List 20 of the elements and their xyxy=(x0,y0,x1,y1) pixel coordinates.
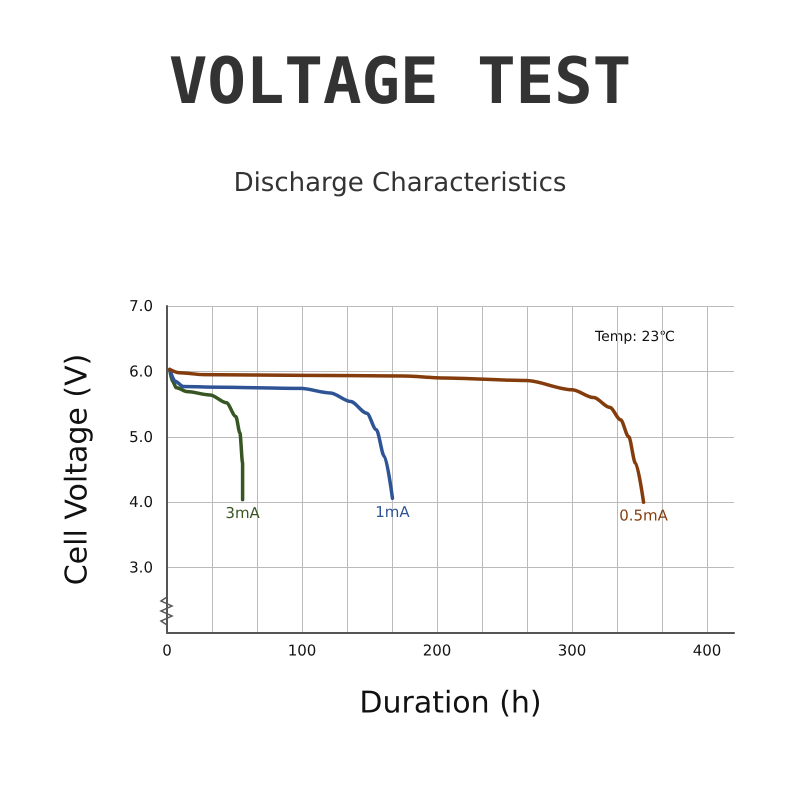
line-series xyxy=(168,368,646,504)
series-label: 3mA xyxy=(225,504,261,522)
annotation: Temp: 23℃ xyxy=(594,329,675,345)
series-label: 0.5mA xyxy=(619,506,669,525)
series-label: 1mA xyxy=(375,502,410,521)
line-series xyxy=(168,368,244,502)
x-tick-label: 300 xyxy=(558,642,586,660)
x-tick-label: 0 xyxy=(162,642,172,660)
x-tick-label: 200 xyxy=(422,642,452,660)
y-tick-label: 6.0 xyxy=(129,362,153,380)
x-tick-label: 400 xyxy=(692,642,722,660)
chart-subtitle: Discharge Characteristics xyxy=(234,168,566,198)
y-tick-label: 7.0 xyxy=(129,297,153,315)
x-axis-title: Duration (h) xyxy=(359,686,542,720)
x-tick-label: 100 xyxy=(288,642,316,660)
y-tick-label: 3.0 xyxy=(129,558,153,577)
y-tick-label: 4.0 xyxy=(129,493,153,512)
y-axis-title: Cell Voltage (V) xyxy=(60,354,94,586)
y-tick-label: 5.0 xyxy=(129,428,153,446)
chart-title: VOLTAGE TEST xyxy=(168,45,632,119)
